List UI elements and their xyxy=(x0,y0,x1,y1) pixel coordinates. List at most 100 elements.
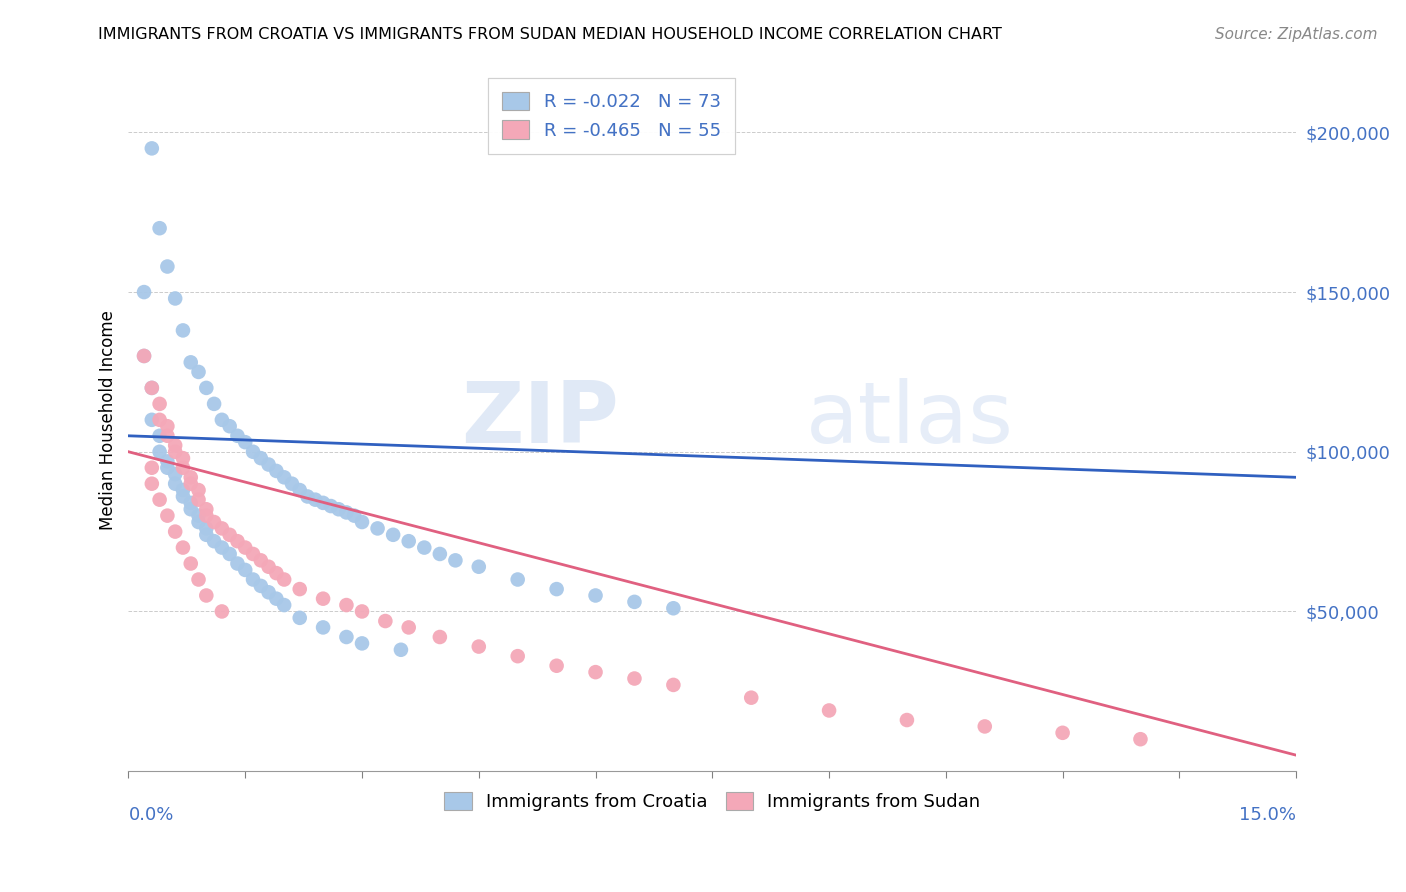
Point xyxy=(266,464,288,478)
Point xyxy=(343,508,366,523)
Point xyxy=(288,582,311,596)
Point xyxy=(165,524,187,539)
Point xyxy=(149,413,172,427)
Point xyxy=(233,563,256,577)
Point xyxy=(312,620,335,634)
Point xyxy=(319,499,342,513)
Text: 15.0%: 15.0% xyxy=(1239,806,1296,824)
Point xyxy=(165,292,187,306)
Point xyxy=(242,547,264,561)
Point xyxy=(149,221,172,235)
Point xyxy=(429,630,451,644)
Point xyxy=(165,476,187,491)
Point xyxy=(1129,732,1152,747)
Point xyxy=(141,476,163,491)
Point xyxy=(195,528,218,542)
Point xyxy=(585,665,607,680)
Point xyxy=(281,476,304,491)
Point xyxy=(187,515,209,529)
Point xyxy=(273,598,295,612)
Point xyxy=(312,496,335,510)
Point xyxy=(195,502,218,516)
Point xyxy=(156,454,179,468)
Point xyxy=(180,470,202,484)
Point xyxy=(211,541,233,555)
Point xyxy=(132,349,155,363)
Point xyxy=(818,703,841,717)
Point xyxy=(273,573,295,587)
Point xyxy=(132,349,155,363)
Point xyxy=(156,419,179,434)
Point xyxy=(350,515,373,529)
Point xyxy=(218,419,240,434)
Point xyxy=(335,598,357,612)
Point xyxy=(242,444,264,458)
Point xyxy=(180,557,202,571)
Point xyxy=(429,547,451,561)
Point xyxy=(273,470,295,484)
Point xyxy=(165,467,187,482)
Point xyxy=(165,444,187,458)
Point xyxy=(249,579,271,593)
Point xyxy=(226,429,249,443)
Point xyxy=(156,508,179,523)
Y-axis label: Median Household Income: Median Household Income xyxy=(100,310,117,530)
Point xyxy=(413,541,436,555)
Point xyxy=(202,397,225,411)
Point xyxy=(141,381,163,395)
Point xyxy=(172,483,194,497)
Point xyxy=(218,547,240,561)
Point xyxy=(444,553,467,567)
Point xyxy=(335,505,357,519)
Point xyxy=(506,649,529,664)
Point xyxy=(187,365,209,379)
Point xyxy=(350,604,373,618)
Point xyxy=(740,690,762,705)
Point xyxy=(288,611,311,625)
Point xyxy=(233,435,256,450)
Point xyxy=(1052,726,1074,740)
Point xyxy=(249,451,271,466)
Point xyxy=(382,528,405,542)
Point xyxy=(149,397,172,411)
Point xyxy=(257,585,280,599)
Point xyxy=(180,496,202,510)
Point xyxy=(242,573,264,587)
Point xyxy=(304,492,326,507)
Text: ZIP: ZIP xyxy=(461,378,619,461)
Point xyxy=(202,534,225,549)
Point xyxy=(180,476,202,491)
Point xyxy=(328,502,350,516)
Point xyxy=(172,490,194,504)
Point xyxy=(389,642,412,657)
Point xyxy=(180,355,202,369)
Point xyxy=(195,381,218,395)
Point xyxy=(202,515,225,529)
Point xyxy=(468,640,491,654)
Point xyxy=(211,604,233,618)
Point xyxy=(141,141,163,155)
Point xyxy=(218,528,240,542)
Point xyxy=(211,521,233,535)
Point xyxy=(172,451,194,466)
Point xyxy=(506,573,529,587)
Point xyxy=(187,492,209,507)
Point xyxy=(398,534,420,549)
Point xyxy=(374,614,396,628)
Point xyxy=(623,595,645,609)
Point xyxy=(187,508,209,523)
Point xyxy=(266,566,288,581)
Point xyxy=(585,589,607,603)
Point xyxy=(195,508,218,523)
Point xyxy=(662,601,685,615)
Point xyxy=(468,559,491,574)
Point xyxy=(172,323,194,337)
Point xyxy=(398,620,420,634)
Point xyxy=(973,719,995,733)
Point xyxy=(156,260,179,274)
Point xyxy=(257,559,280,574)
Point xyxy=(312,591,335,606)
Point xyxy=(149,429,172,443)
Text: 0.0%: 0.0% xyxy=(128,806,174,824)
Point xyxy=(546,658,568,673)
